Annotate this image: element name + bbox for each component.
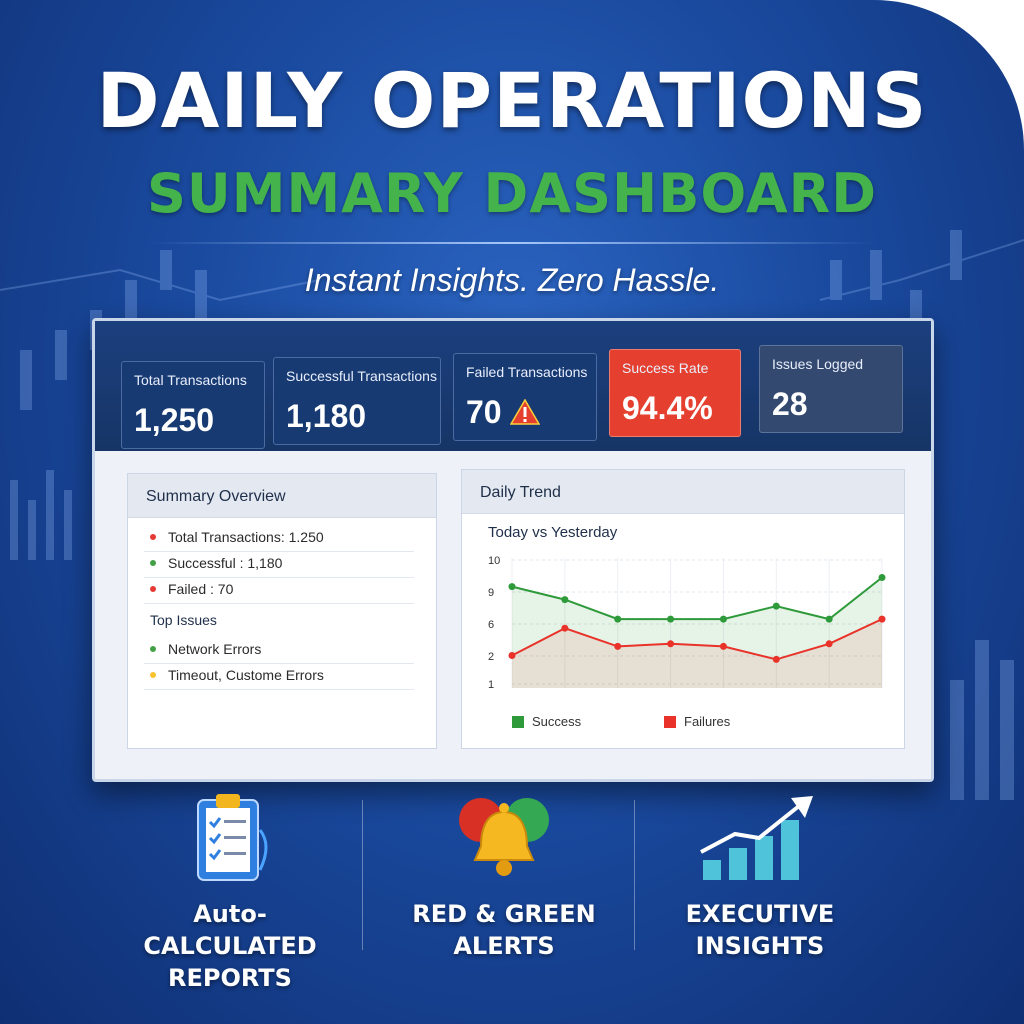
tagline: Instant Insights. Zero Hassle. (304, 262, 720, 298)
feature-label: RED & GREEN ALERTS (384, 898, 624, 962)
data-point-failures (719, 642, 727, 650)
summary-row: Successful : 1,180 (144, 552, 414, 578)
legend-swatch (664, 716, 676, 728)
red-dot-icon (150, 586, 156, 592)
issue-row-text: Timeout, Custome Errors (168, 667, 324, 683)
panel-title: Daily Trend (462, 470, 904, 514)
feature-label-line2: INSIGHTS (695, 932, 825, 960)
kpi-value: 94.4% (622, 390, 713, 426)
issue-row-text: Network Errors (168, 641, 262, 657)
summary-overview-panel: Summary Overview Total Transactions: 1.2… (127, 473, 437, 749)
series-line-success (511, 576, 883, 621)
feature-label: Auto-CALCULATED REPORTS (110, 898, 350, 994)
kpi-successful-transactions[interactable]: Successful Transactions 1,180 (273, 357, 441, 445)
data-point-failures (878, 615, 886, 623)
kpi-issues-logged[interactable]: Issues Logged 28 (759, 345, 903, 433)
feature-label-line1: EXECUTIVE (685, 900, 835, 928)
series-line-failures (511, 618, 883, 661)
data-point-success (561, 596, 569, 604)
data-point-success (508, 583, 516, 591)
green-dot-icon (150, 646, 156, 652)
legend-label: Success (532, 714, 582, 729)
summary-row: Failed : 70 (144, 578, 414, 604)
kpi-value: 1,250 (134, 402, 215, 438)
kpi-label: Successful Transactions (286, 368, 437, 384)
kpi-value: 1,180 (286, 398, 367, 434)
series-area-failures (512, 619, 882, 688)
trend-subtitle: Today vs Yesterday (488, 524, 618, 541)
legend-label: Failures (684, 714, 731, 729)
kpi-value: 70 (466, 394, 502, 430)
data-point-success (667, 615, 675, 623)
data-point-failures (667, 640, 675, 648)
kpi-value-row: 70 (466, 394, 584, 433)
y-tick-label: 9 (488, 587, 494, 599)
data-point-success (614, 615, 622, 623)
summary-row: Total Transactions: 1.250 (144, 526, 414, 552)
summary-row-text: Failed : 70 (168, 581, 234, 597)
top-issues-heading: Top Issues (150, 612, 217, 628)
summary-row-text: Total Transactions: 1.250 (168, 529, 324, 545)
issue-row: Timeout, Custome Errors (144, 664, 414, 690)
kpi-label: Total Transactions (134, 372, 247, 388)
feature-divider (634, 800, 635, 950)
data-point-failures (825, 640, 833, 648)
data-point-success (719, 615, 727, 623)
feature-label-line1: RED & GREEN (412, 900, 596, 928)
data-point-failures (614, 642, 622, 650)
kpi-success-rate[interactable]: Success Rate 94.4% (609, 349, 741, 437)
y-tick-label: 6 (488, 619, 494, 631)
headline-title: DAILY OPERATIONS (96, 56, 928, 145)
data-point-success (825, 615, 833, 623)
y-tick-label: 2 (488, 651, 494, 663)
y-tick-label: 1 (488, 679, 494, 691)
summary-row-text: Successful : 1,180 (168, 555, 283, 571)
kpi-strip: Total Transactions 1,250 Successful Tran… (95, 321, 931, 451)
data-point-success (878, 574, 886, 581)
series-area-success (512, 577, 882, 688)
yellow-dot-icon (150, 672, 156, 678)
data-point-failures (508, 652, 516, 659)
warning-icon (509, 396, 540, 433)
kpi-label: Success Rate (622, 360, 709, 376)
legend-success: Success (512, 714, 581, 729)
headline-subtitle: SUMMARY DASHBOARD (146, 162, 878, 225)
issue-row: Network Errors (144, 638, 414, 664)
growth-chart-icon (700, 796, 813, 880)
data-point-success (772, 602, 780, 610)
kpi-failed-transactions[interactable]: Failed Transactions 70 (453, 353, 597, 441)
feature-label: EXECUTIVE INSIGHTS (640, 898, 880, 962)
data-point-failures (772, 655, 780, 663)
feature-divider (362, 800, 363, 950)
y-tick-label: 10 (488, 555, 500, 567)
alert-bell-icon (459, 798, 549, 876)
clipboard-checklist-icon (197, 794, 268, 881)
kpi-label: Failed Transactions (466, 364, 588, 380)
dashboard-window: Total Transactions 1,250 Successful Tran… (92, 318, 934, 782)
panel-title: Summary Overview (128, 474, 436, 518)
feature-label-line2: ALERTS (453, 932, 555, 960)
feature-label-line2: REPORTS (168, 964, 292, 992)
daily-trend-panel: Daily Trend Today vs Yesterday 10 9 6 2 1 Su… (461, 469, 905, 749)
feature-label-line1: Auto-CALCULATED (143, 900, 317, 960)
legend-failures: Failures (664, 714, 730, 729)
kpi-total-transactions[interactable]: Total Transactions 1,250 (121, 361, 265, 449)
legend-swatch (512, 716, 524, 728)
trend-line-chart: 10 9 6 2 1 (488, 555, 886, 691)
red-dot-icon (150, 534, 156, 540)
data-point-failures (561, 624, 569, 632)
header-divider (150, 242, 874, 244)
green-dot-icon (150, 560, 156, 566)
kpi-value: 28 (772, 386, 808, 422)
kpi-label: Issues Logged (772, 356, 864, 372)
